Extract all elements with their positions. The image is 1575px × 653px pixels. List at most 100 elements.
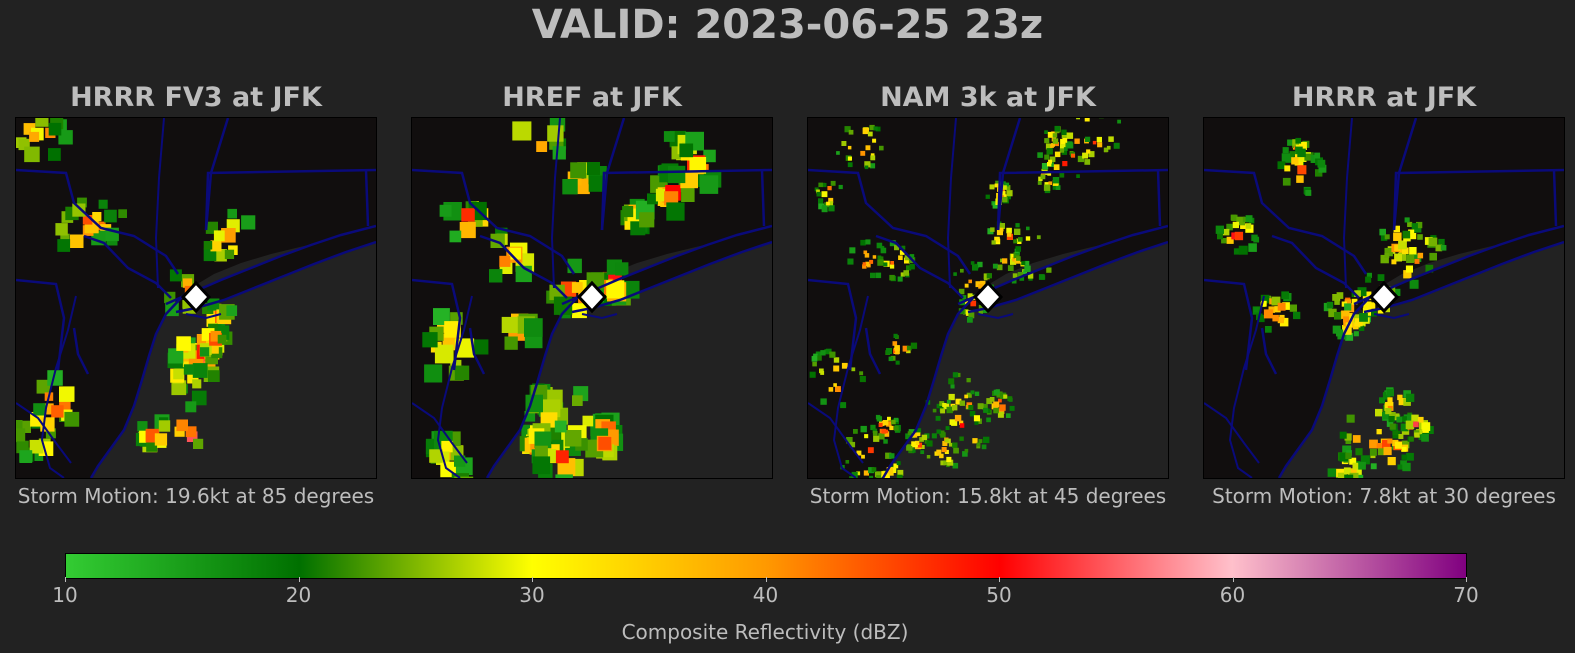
- reflectivity-cell: [582, 415, 594, 427]
- reflectivity-cell: [1369, 448, 1377, 456]
- reflectivity-cell: [907, 431, 912, 435]
- reflectivity-cell: [836, 151, 840, 155]
- reflectivity-cell: [699, 175, 719, 194]
- reflectivity-cell: [982, 403, 988, 410]
- reflectivity-cell: [1421, 434, 1429, 442]
- reflectivity-cell: [1084, 159, 1091, 165]
- reflectivity-cell: [1346, 414, 1355, 423]
- reflectivity-cell: [1047, 171, 1052, 176]
- reflectivity-cell: [1066, 132, 1074, 139]
- reflectivity-cell: [992, 202, 999, 209]
- reflectivity-cell: [1054, 151, 1061, 158]
- reflectivity-cell: [978, 439, 983, 444]
- reflectivity-cell: [862, 127, 869, 135]
- reflectivity-cell: [883, 439, 888, 444]
- reflectivity-cell: [887, 416, 891, 421]
- reflectivity-cell: [912, 449, 916, 453]
- state-border: [1260, 327, 1278, 375]
- reflectivity-cell: [1384, 234, 1390, 240]
- reflectivity-cell: [241, 215, 256, 230]
- reflectivity-cell: [875, 272, 882, 279]
- reflectivity-cell: [968, 312, 975, 319]
- reflectivity-cell: [1284, 165, 1291, 172]
- reflectivity-cell: [888, 356, 894, 362]
- reflectivity-cell: [1217, 233, 1223, 240]
- reflectivity-cell: [880, 247, 887, 254]
- reflectivity-cell: [896, 474, 903, 478]
- storm-motion-label: Storm Motion: 19.6kt at 85 degrees: [17, 484, 375, 508]
- reflectivity-cell: [935, 415, 941, 421]
- state-border: [875, 234, 964, 299]
- reflectivity-cell: [847, 156, 852, 161]
- reflectivity-cell: [1113, 142, 1120, 149]
- reflectivity-cell: [953, 447, 959, 454]
- reflectivity-cell: [182, 278, 193, 288]
- colorbar-tick-label: 30: [519, 583, 545, 607]
- reflectivity-cell: [1345, 332, 1354, 341]
- reflectivity-cell: [1425, 264, 1434, 273]
- reflectivity-cell: [1401, 416, 1407, 422]
- reflectivity-cell: [872, 428, 878, 434]
- reflectivity-cell: [1019, 276, 1025, 281]
- reflectivity-cell: [433, 308, 450, 325]
- reflectivity-cell: [16, 428, 26, 442]
- reflectivity-cell: [1245, 215, 1253, 223]
- reflectivity-cell: [878, 423, 883, 427]
- reflectivity-cell: [977, 403, 984, 410]
- reflectivity-cell: [622, 206, 634, 218]
- reflectivity-cell: [977, 261, 983, 268]
- reflectivity-cell: [51, 405, 64, 418]
- state-border: [760, 169, 766, 227]
- reflectivity-cell: [972, 438, 978, 444]
- reflectivity-cell: [849, 247, 856, 254]
- coastline: [881, 285, 987, 478]
- reflectivity-cell: [1304, 153, 1312, 161]
- reflectivity-cell: [886, 348, 892, 354]
- reflectivity-cell: [1353, 468, 1362, 477]
- reflectivity-cell: [534, 431, 552, 449]
- reflectivity-cell: [1013, 252, 1020, 259]
- reflectivity-cell: [995, 180, 1000, 186]
- reflectivity-cell: [1398, 240, 1407, 250]
- reflectivity-cell: [1337, 472, 1347, 478]
- reflectivity-cell: [885, 452, 892, 459]
- state-border: [412, 168, 576, 275]
- reflectivity-cell: [42, 403, 54, 415]
- land-long-island: [958, 226, 1168, 312]
- reflectivity-cell: [19, 450, 33, 463]
- reflectivity-cell: [588, 175, 605, 192]
- reflectivity-cell: [1435, 244, 1443, 252]
- reflectivity-cell: [943, 460, 948, 466]
- river-line: [550, 118, 561, 289]
- reflectivity-cell: [882, 420, 889, 426]
- reflectivity-cell: [986, 408, 991, 414]
- reflectivity-cell: [554, 420, 567, 433]
- reflectivity-cell: [16, 420, 23, 432]
- reflectivity-cell: [555, 450, 569, 464]
- reflectivity-cell: [983, 273, 990, 280]
- reflectivity-cell: [873, 126, 878, 131]
- colorbar-tick-mark: [999, 577, 1000, 582]
- reflectivity-cell: [213, 230, 225, 242]
- reflectivity-cell: [921, 434, 928, 441]
- reflectivity-cell: [851, 471, 858, 478]
- reflectivity-cell: [1242, 216, 1249, 223]
- reflectivity-cell: [137, 421, 148, 432]
- reflectivity-cell: [973, 415, 980, 422]
- reflectivity-cell: [1417, 416, 1424, 423]
- reflectivity-cell: [952, 442, 958, 448]
- reflectivity-cell: [1289, 304, 1297, 312]
- reflectivity-cell: [952, 372, 959, 378]
- reflectivity-cell: [900, 272, 905, 277]
- reflectivity-cell: [221, 228, 236, 243]
- reflectivity-cell: [439, 204, 452, 217]
- reflectivity-cell: [909, 263, 915, 270]
- reflectivity-cell: [870, 155, 876, 161]
- state-border: [16, 278, 66, 371]
- reflectivity-cell: [1404, 217, 1410, 223]
- reflectivity-cell: [815, 351, 822, 357]
- reflectivity-cell: [970, 390, 975, 395]
- reflectivity-cell: [851, 367, 856, 372]
- reflectivity-cell: [1260, 294, 1270, 304]
- reflectivity-cell: [948, 378, 955, 385]
